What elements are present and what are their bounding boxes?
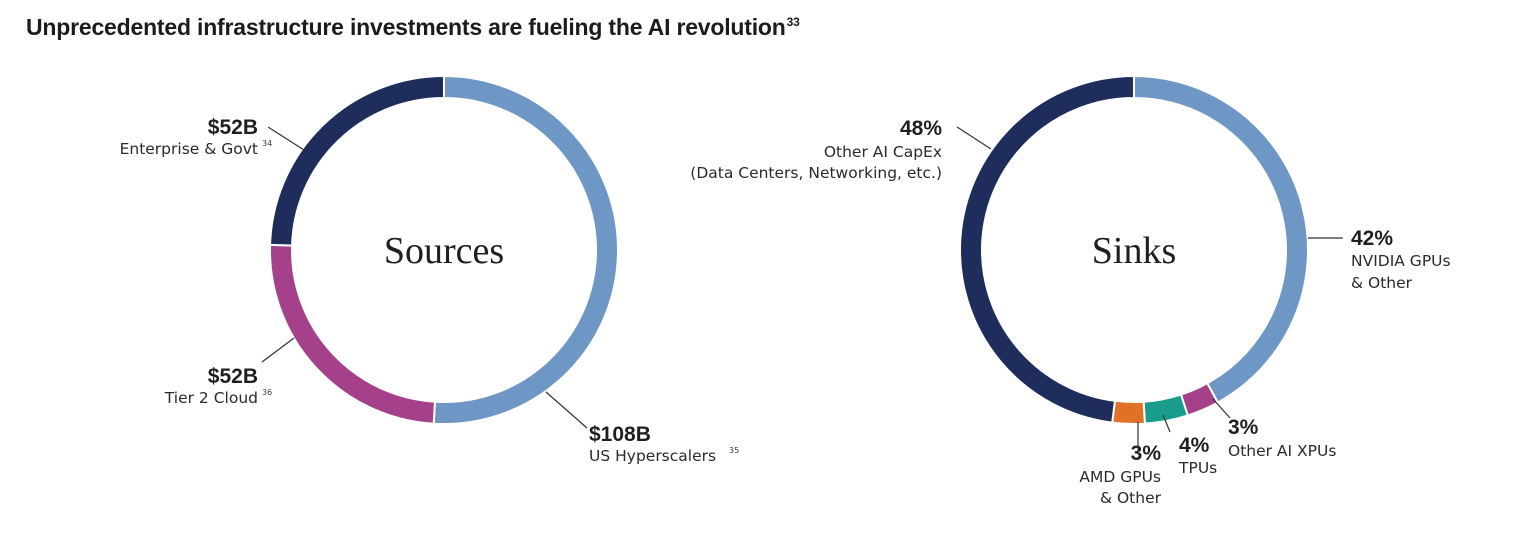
sinks-label-tpu-line1: TPUs	[1178, 459, 1217, 477]
sources-leader-tier2	[261, 337, 295, 363]
sinks-slice-amd	[1111, 399, 1146, 425]
sources-label-tier2-footnote: 36	[262, 388, 272, 397]
sources-label-ent-category: Enterprise & Govt	[120, 140, 258, 158]
chart-title-text: Unprecedented infrastructure investments…	[26, 14, 786, 40]
sinks-leader-xpu	[1212, 398, 1231, 419]
sinks-label-capex-value: 48%	[900, 117, 942, 140]
sinks-label-amd-line2: & Other	[1100, 489, 1162, 507]
chart-title: Unprecedented infrastructure investments…	[26, 14, 800, 41]
sources-label-hyper-value: $108B	[589, 423, 651, 446]
sinks-leader-capex	[956, 126, 992, 150]
sinks-slice-capex	[958, 74, 1135, 424]
sources-slice-ent	[269, 74, 445, 247]
sinks-label-xpu-line1: Other AI XPUs	[1228, 442, 1336, 460]
sinks-label-capex-line1: Other AI CapEx	[824, 143, 942, 161]
sources-label-hyper-footnote: 35	[729, 446, 739, 455]
sinks-donut	[958, 74, 1310, 425]
sources-label-ent-value: $52B	[208, 116, 258, 139]
sources-label-hyper-category: US Hyperscalers	[589, 447, 716, 465]
sinks-label-nvidia-line2: & Other	[1351, 274, 1413, 292]
sources-leader-hyper	[545, 391, 588, 429]
sources-label-ent-footnote: 34	[262, 139, 272, 148]
sinks-label-amd-value: 3%	[1131, 442, 1162, 465]
sinks-label-nvidia-value: 42%	[1351, 227, 1393, 250]
sinks-label-tpu-value: 4%	[1179, 434, 1210, 457]
sources-donut	[269, 74, 620, 425]
sinks-label-capex-line2: (Data Centers, Networking, etc.)	[690, 164, 942, 182]
chart-title-footnote: 33	[786, 15, 800, 29]
sources-label-tier2-category: Tier 2 Cloud	[164, 389, 258, 407]
sources-leader-ent	[267, 126, 305, 151]
sinks-slice-tpu	[1142, 393, 1190, 425]
sinks-leader-tpu	[1162, 414, 1171, 433]
sources-center-label: Sources	[384, 230, 504, 272]
sinks-label-nvidia-line1: NVIDIA GPUs	[1351, 252, 1451, 270]
sinks-label-amd-line1: AMD GPUs	[1079, 468, 1161, 486]
sinks-center-label: Sinks	[1092, 230, 1176, 272]
sources-label-tier2-value: $52B	[208, 365, 258, 388]
sinks-label-xpu-value: 3%	[1228, 416, 1259, 439]
